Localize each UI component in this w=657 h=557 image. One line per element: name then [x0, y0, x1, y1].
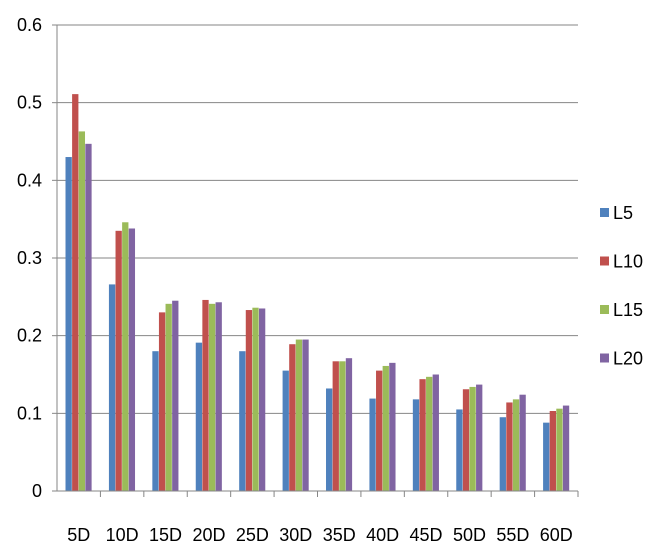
bar-L20-10D — [128, 228, 136, 491]
bar-L20-50D — [476, 384, 483, 491]
y-tick-label: 0.3 — [17, 248, 42, 268]
bar-L15-30D — [295, 339, 303, 491]
y-tick-label: 0 — [32, 481, 42, 501]
bar-L5-45D — [412, 399, 420, 491]
bars — [65, 94, 570, 492]
bar-L5-10D — [108, 284, 116, 491]
bar-L15-5D — [78, 131, 86, 492]
bar-L10-50D — [462, 389, 470, 491]
bar-L15-60D — [556, 408, 563, 491]
x-tick-label: 5D — [67, 525, 90, 545]
bar-L5-5D — [65, 157, 72, 492]
bar-L10-25D — [245, 310, 253, 491]
y-tick-label: 0.6 — [17, 15, 42, 35]
x-tick-label: 40D — [366, 525, 399, 545]
bar-L15-25D — [252, 307, 259, 491]
bar-L5-30D — [282, 370, 289, 491]
legend-label-L15: L15 — [613, 300, 643, 320]
y-tick-label: 0.2 — [17, 326, 42, 346]
bar-L10-5D — [72, 94, 79, 491]
y-axis-ticks: 0 0.1 0.2 0.3 0.4 0.5 0.6 — [17, 15, 42, 501]
x-tick-label: 25D — [236, 525, 269, 545]
y-tick-label: 0.1 — [17, 403, 42, 423]
legend-swatch-L5 — [600, 208, 609, 217]
x-tick-label: 60D — [540, 525, 573, 545]
legend-swatch-L10 — [600, 256, 609, 266]
legend-label-L5: L5 — [613, 203, 633, 223]
y-tick-label: 0.4 — [17, 170, 42, 190]
legend: L5 L10 L15 L20 — [600, 203, 643, 369]
x-tick-label: 55D — [496, 525, 529, 545]
bar-L5-50D — [456, 409, 463, 491]
x-tick-label: 45D — [410, 525, 443, 545]
x-tick-label: 15D — [149, 525, 182, 545]
bar-L5-20D — [195, 342, 203, 491]
bar-L5-60D — [543, 422, 550, 491]
bar-L15-50D — [469, 386, 476, 491]
bar-L5-25D — [239, 351, 246, 491]
bar-L10-60D — [549, 411, 556, 491]
bar-L10-15D — [158, 312, 166, 491]
x-tick-label: 20D — [192, 525, 225, 545]
bar-L5-55D — [499, 417, 506, 491]
x-tick-label: 50D — [453, 525, 486, 545]
legend-label-L10: L10 — [613, 252, 643, 272]
bar-L15-10D — [122, 222, 129, 492]
legend-swatch-L20 — [600, 353, 609, 363]
bar-L15-40D — [382, 365, 389, 491]
bar-L15-55D — [512, 399, 520, 491]
bar-L20-20D — [215, 302, 222, 491]
bar-L20-30D — [302, 339, 309, 491]
bar-L20-25D — [258, 308, 266, 491]
bar-L20-45D — [432, 374, 439, 491]
x-tick-label: 35D — [323, 525, 356, 545]
x-tick-label: 10D — [106, 525, 139, 545]
y-tick-label: 0.5 — [17, 93, 42, 113]
bar-L10-35D — [332, 361, 339, 491]
bar-L15-35D — [339, 361, 346, 491]
bar-L10-20D — [202, 299, 209, 491]
bar-L5-35D — [326, 388, 333, 491]
bar-L10-10D — [115, 230, 122, 492]
axes — [52, 24, 579, 497]
bar-L20-35D — [345, 358, 353, 491]
bar-L10-55D — [506, 402, 513, 491]
bar-L15-15D — [165, 303, 172, 491]
legend-swatch-L15 — [600, 305, 609, 314]
x-axis-ticks: 5D 10D 15D 20D 25D 30D 35D 40D 45D 50D 55D 60D — [67, 525, 573, 545]
x-tick-label: 30D — [279, 525, 312, 545]
bar-L15-45D — [426, 376, 433, 491]
bar-L15-20D — [208, 303, 216, 491]
bar-L5-15D — [152, 351, 159, 491]
bar-L20-40D — [389, 362, 396, 491]
bar-L20-15D — [172, 300, 179, 491]
bar-L5-40D — [369, 398, 376, 491]
bar-L20-5D — [85, 143, 92, 491]
bar-L20-60D — [562, 405, 570, 491]
bar-L10-45D — [419, 379, 426, 491]
bar-L20-55D — [519, 394, 526, 491]
grid-lines — [57, 24, 578, 414]
bar-L10-40D — [376, 370, 383, 491]
bar-L10-30D — [289, 344, 296, 491]
legend-label-L20: L20 — [613, 349, 643, 369]
